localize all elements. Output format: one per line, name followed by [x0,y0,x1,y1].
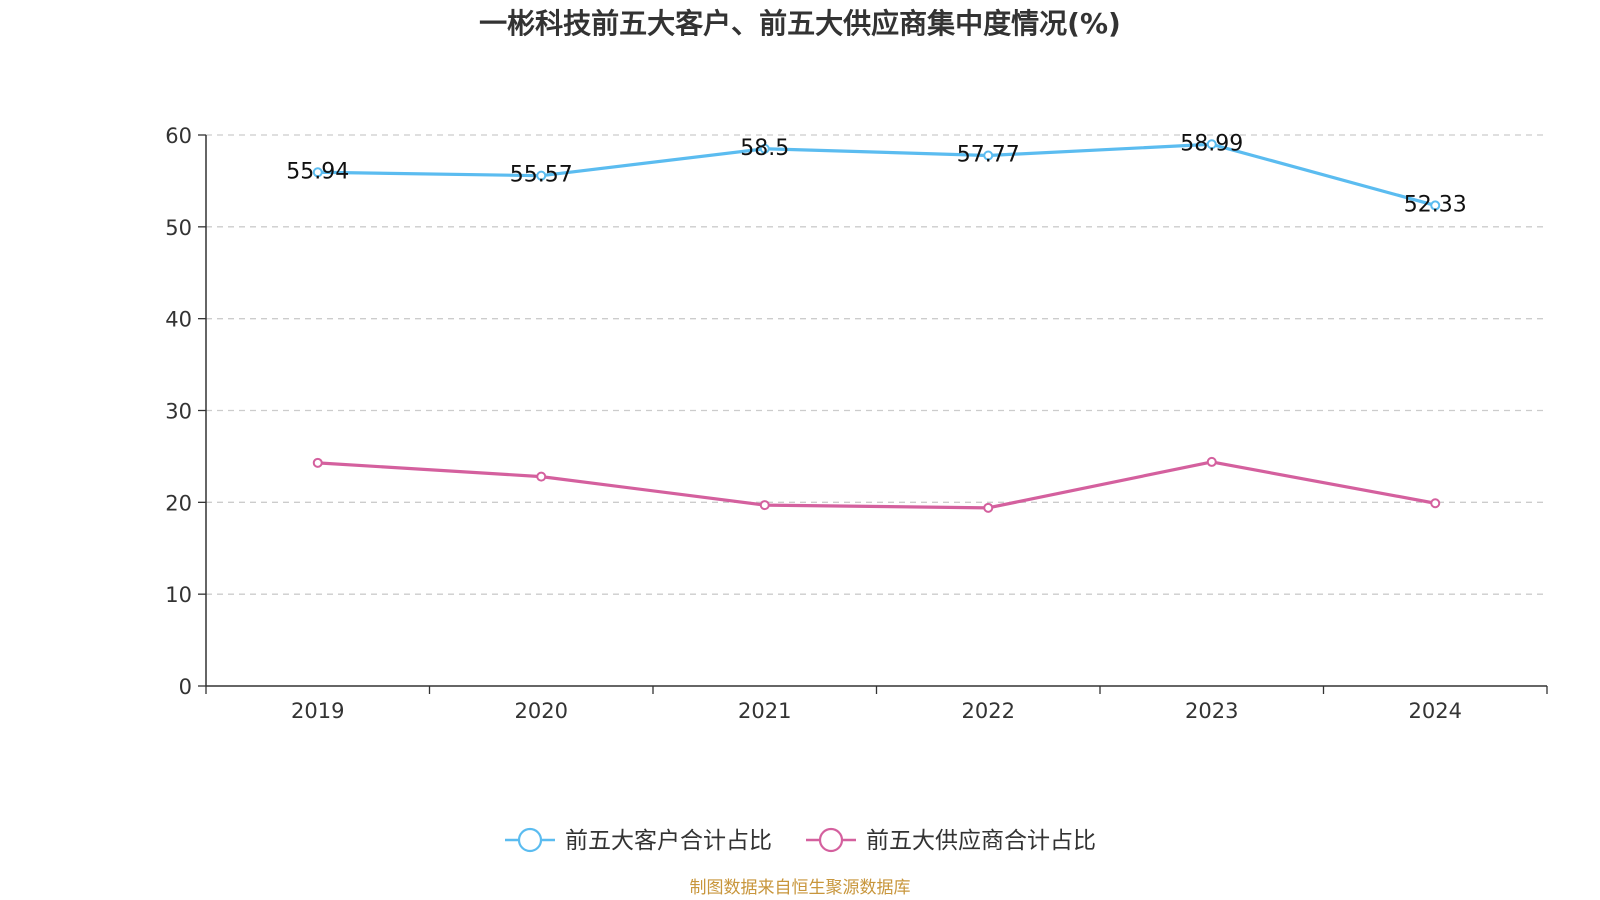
y-tick-label: 50 [165,216,192,240]
source-note: 制图数据来自恒生聚源数据库 [690,878,911,898]
data-label: 55.94 [286,159,349,184]
x-tick-label: 2020 [515,699,568,723]
data-point [1430,498,1441,509]
series-group [312,139,1441,513]
data-point [536,471,547,482]
axes: 0 10 20 30 40 50 60 2019 2020 2021 2022 2023 2024 [165,124,1548,723]
legend-label: 前五大供应商合计占比 [866,828,1096,854]
data-labels: 55.94 55.57 58.5 57.77 58.99 52.33 [286,131,1466,217]
x-tick-label: 2019 [291,699,344,723]
legend-marker [818,827,844,853]
data-point [983,502,994,513]
grid-lines [206,134,1547,595]
data-point [312,167,323,178]
chart-title: 一彬科技前五大客户、前五大供应商集中度情况(%) [479,7,1121,40]
legend-item-1[interactable]: 前五大供应商合计占比 [806,827,1096,854]
x-tick-label: 2021 [738,699,791,723]
legend[interactable]: 前五大客户合计占比 前五大供应商合计占比 [505,827,1096,854]
data-point [759,500,770,511]
y-tick-label: 0 [179,675,192,699]
data-point [1206,456,1217,467]
x-tick-label: 2023 [1185,699,1238,723]
data-label: 58.99 [1180,131,1243,156]
data-point [536,170,547,181]
data-point [1206,139,1217,150]
data-label: 55.57 [510,163,573,188]
series-line-1 [317,460,1436,510]
y-tick-label: 20 [165,491,192,515]
legend-item-0[interactable]: 前五大客户合计占比 [505,827,772,854]
data-point [983,150,994,161]
y-tick-label: 40 [165,308,192,332]
y-tick-label: 60 [165,124,192,148]
x-tick-label: 2024 [1409,699,1462,723]
y-tick-label: 30 [165,400,192,424]
data-point [312,457,323,468]
data-point [1430,200,1441,211]
legend-label: 前五大客户合计占比 [565,828,772,854]
legend-marker [517,827,543,853]
data-point [759,143,770,154]
series-line-0 [317,142,1436,207]
y-tick-label: 10 [165,583,192,607]
data-label: 52.33 [1404,192,1467,217]
data-label: 58.5 [740,136,789,161]
data-label: 57.77 [957,142,1020,167]
x-tick-label: 2022 [962,699,1015,723]
